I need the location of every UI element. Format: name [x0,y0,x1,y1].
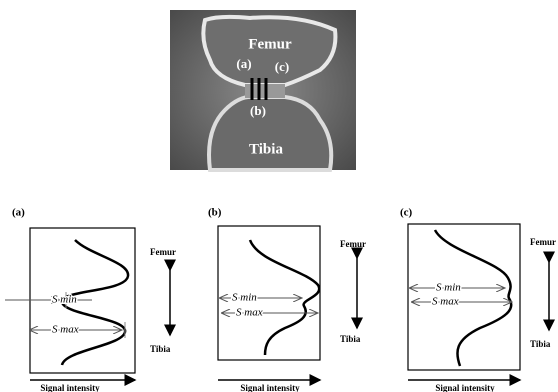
s-max: S max [236,307,263,319]
panel: (c) S min S max Femur Tibia Signal inten… [400,207,556,392]
region-mark: (a) [236,56,251,71]
s-min: S min [232,292,257,304]
bottom-label: Tibia [340,334,361,344]
panel-label: (b) [208,207,222,219]
region-mark: (c) [275,59,289,74]
s-max: S max [432,296,459,308]
panel: (a) S min S max Femur Tibia Signal inten… [5,207,176,392]
region-mark: (b) [250,103,266,118]
s-min: S min [436,282,461,294]
femur-label: Femur [248,36,292,52]
panel: (b) S min S max Femur Tibia Signal inten… [208,207,366,392]
bottom-label: Tibia [150,344,171,354]
figure: Femur (a) (c) (b) Tibia (a) S min S max … [0,0,558,392]
x-axis-label: Signal intensity [240,383,300,392]
panel-label: (a) [12,207,25,219]
top-label: Femur [530,237,556,247]
mri-image: Femur (a) (c) (b) Tibia [170,10,356,170]
tibia-label: Tibia [249,141,283,157]
x-axis-label: Signal intensity [40,383,100,392]
s-max: S max [52,324,79,336]
s-min: S min [52,294,77,306]
x-axis-label: Signal intensity [435,383,495,392]
top-label: Femur [150,247,176,257]
bottom-label: Tibia [530,339,551,349]
panel-label: (c) [400,207,413,219]
top-label: Femur [340,239,366,249]
